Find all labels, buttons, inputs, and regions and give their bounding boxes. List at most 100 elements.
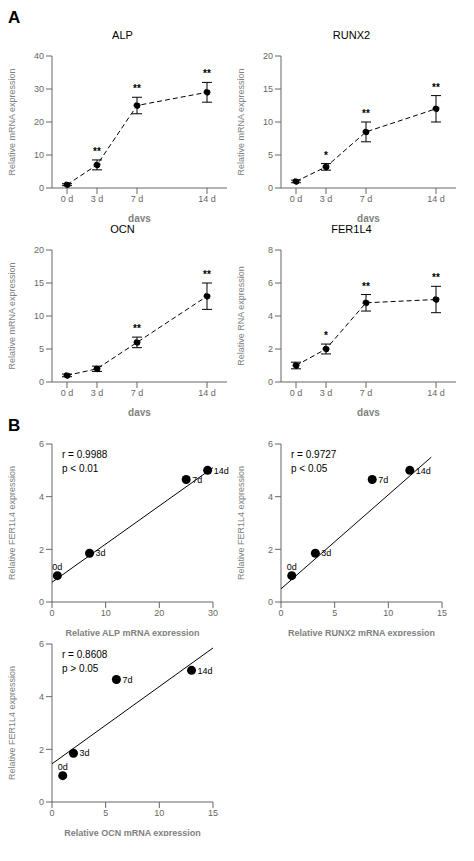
svg-text:6: 6	[268, 278, 273, 288]
svg-text:5: 5	[39, 344, 44, 354]
svg-text:7 d: 7 d	[360, 194, 373, 204]
svg-text:**: **	[432, 82, 440, 93]
svg-text:14 d: 14 d	[198, 388, 216, 398]
svg-text:10: 10	[34, 311, 44, 321]
svg-text:10: 10	[34, 150, 44, 160]
svg-text:7 d: 7 d	[131, 194, 144, 204]
svg-text:Relative FER1L4 expression: Relative FER1L4 expression	[237, 466, 246, 580]
svg-text:14 d: 14 d	[427, 388, 445, 398]
svg-text:5: 5	[103, 808, 108, 818]
svg-text:40: 40	[34, 51, 44, 61]
svg-text:7d: 7d	[122, 675, 132, 685]
svg-text:0: 0	[39, 377, 44, 387]
svg-text:0: 0	[49, 808, 54, 818]
svg-text:*: *	[324, 330, 328, 341]
svg-text:14d: 14d	[214, 466, 229, 476]
svg-text:0: 0	[268, 183, 273, 193]
svg-text:0 d: 0 d	[61, 388, 74, 398]
svg-text:3d: 3d	[96, 548, 106, 558]
svg-text:*: *	[324, 150, 328, 161]
svg-text:days: days	[357, 213, 380, 222]
svg-text:4: 4	[268, 311, 273, 321]
svg-text:0: 0	[39, 183, 44, 193]
svg-text:Relative mRNA expression: Relative mRNA expression	[8, 68, 17, 175]
svg-text:8: 8	[268, 245, 273, 255]
svg-text:14d: 14d	[198, 666, 213, 676]
svg-text:3 d: 3 d	[320, 194, 333, 204]
svg-text:2: 2	[39, 745, 44, 755]
svg-text:**: **	[362, 108, 370, 119]
svg-text:10: 10	[154, 808, 164, 818]
svg-text:3 d: 3 d	[320, 388, 333, 398]
svg-text:Relative ALP mRNA expression: Relative ALP mRNA expression	[65, 628, 199, 636]
svg-text:10: 10	[263, 117, 273, 127]
svg-text:15: 15	[263, 84, 273, 94]
svg-text:0: 0	[268, 377, 273, 387]
svg-text:15: 15	[34, 278, 44, 288]
svg-text:7d: 7d	[192, 475, 202, 485]
svg-text:10: 10	[101, 608, 111, 618]
svg-text:2: 2	[268, 545, 273, 555]
svg-text:4: 4	[268, 492, 273, 502]
svg-text:20: 20	[34, 245, 44, 255]
svg-text:0: 0	[39, 797, 44, 807]
svg-text:5: 5	[268, 150, 273, 160]
svg-text:**: **	[203, 269, 211, 280]
svg-text:6: 6	[39, 439, 44, 449]
svg-text:2: 2	[39, 545, 44, 555]
svg-text:30: 30	[34, 84, 44, 94]
svg-text:Relative FER1L4 expression: Relative FER1L4 expression	[8, 466, 17, 580]
svg-text:Relative mRNA expression: Relative mRNA expression	[237, 68, 246, 175]
svg-text:14 d: 14 d	[427, 194, 445, 204]
svg-text:15: 15	[208, 808, 218, 818]
svg-text:6: 6	[39, 639, 44, 649]
svg-text:0 d: 0 d	[61, 194, 74, 204]
svg-text:0d: 0d	[287, 562, 297, 572]
svg-text:0 d: 0 d	[290, 194, 303, 204]
svg-text:**: **	[133, 323, 141, 334]
svg-text:14d: 14d	[416, 466, 431, 476]
html-text:B: B	[8, 416, 21, 435]
svg-text:0d: 0d	[58, 762, 68, 772]
svg-text:Relative OCN mRNA expression: Relative OCN mRNA expression	[64, 828, 201, 836]
svg-text:14 d: 14 d	[198, 194, 216, 204]
svg-text:30: 30	[208, 608, 218, 618]
svg-text:0: 0	[278, 608, 283, 618]
svg-text:20: 20	[154, 608, 164, 618]
svg-text:3 d: 3 d	[91, 388, 104, 398]
svg-text:**: **	[362, 281, 370, 292]
svg-text:5: 5	[332, 608, 337, 618]
svg-text:10: 10	[383, 608, 393, 618]
svg-text:**: **	[133, 83, 141, 94]
svg-text:4: 4	[39, 492, 44, 502]
html-text:A: A	[8, 8, 21, 27]
svg-text:7 d: 7 d	[360, 388, 373, 398]
svg-text:20: 20	[263, 51, 273, 61]
svg-text:Relative RUNX2 mRNA expression: Relative RUNX2 mRNA expression	[288, 628, 435, 636]
svg-text:0: 0	[268, 597, 273, 607]
svg-text:15: 15	[437, 608, 447, 618]
svg-text:Relative RNA expression: Relative RNA expression	[237, 266, 246, 366]
svg-text:3 d: 3 d	[91, 194, 104, 204]
svg-text:6: 6	[268, 439, 273, 449]
svg-text:0 d: 0 d	[290, 388, 303, 398]
svg-text:days: days	[128, 407, 151, 416]
svg-text:7d: 7d	[378, 475, 388, 485]
svg-text:days: days	[128, 213, 151, 222]
svg-text:0: 0	[49, 608, 54, 618]
svg-text:4: 4	[39, 692, 44, 702]
svg-text:**: **	[93, 146, 101, 157]
svg-text:Relative mRNA expression: Relative mRNA expression	[8, 262, 17, 369]
svg-text:7 d: 7 d	[131, 388, 144, 398]
svg-text:20: 20	[34, 117, 44, 127]
svg-text:2: 2	[268, 344, 273, 354]
svg-text:Relative FER1L4 expression: Relative FER1L4 expression	[8, 666, 17, 780]
html-text:ALP: ALP	[112, 29, 133, 41]
svg-text:3d: 3d	[79, 748, 89, 758]
svg-text:3d: 3d	[321, 548, 331, 558]
svg-text:days: days	[357, 407, 380, 416]
svg-text:0: 0	[39, 597, 44, 607]
svg-text:0d: 0d	[52, 562, 62, 572]
svg-text:**: **	[432, 272, 440, 283]
svg-text:**: **	[203, 68, 211, 79]
